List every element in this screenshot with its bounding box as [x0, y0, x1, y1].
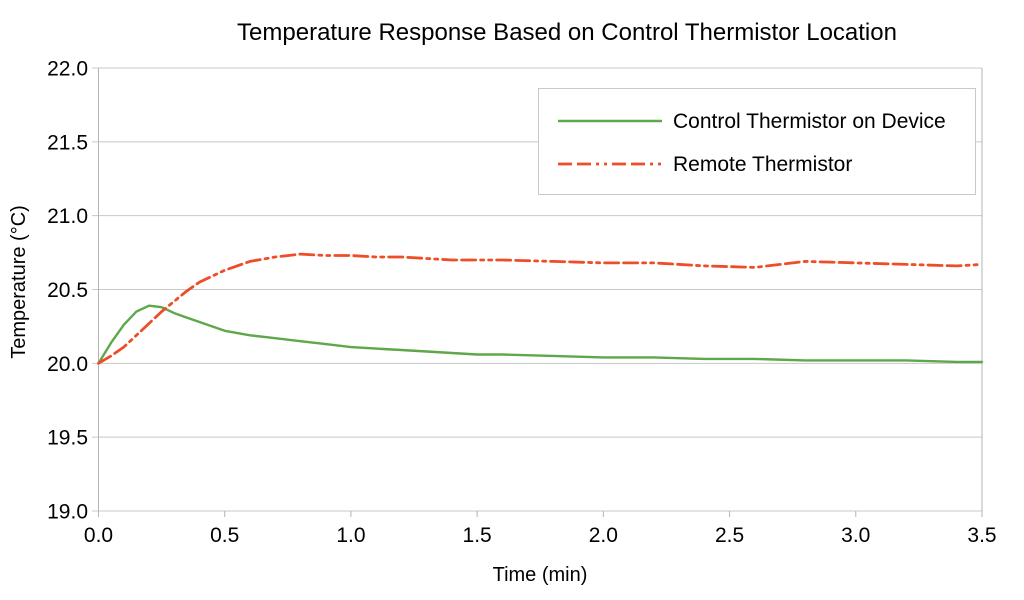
tick-label-layer: 19.0 19.5 20.0 20.5 21.0 21.5 22.0 0.0 0.5 1.0 1.5…: [47, 58, 996, 548]
x-tick-label: 2.0: [589, 524, 618, 547]
legend-label-remote-thermistor: Remote Thermistor: [673, 153, 852, 176]
y-tick-label: 20.5: [47, 279, 88, 302]
y-tick-label: 21.5: [47, 131, 88, 154]
y-axis-title: Temperature (°C): [8, 205, 30, 359]
y-tick-label: 21.0: [47, 205, 88, 228]
x-tick-label: 3.5: [967, 524, 996, 547]
axis-layer: [98, 68, 983, 517]
x-axis-title: Time (min): [493, 564, 588, 586]
y-tick-label: 19.5: [47, 427, 88, 450]
x-tick-label: 0.0: [84, 524, 113, 547]
x-tick-label: 0.5: [210, 524, 239, 547]
chart-title: Temperature Response Based on Control Th…: [237, 19, 897, 46]
x-tick-label: 2.5: [715, 524, 744, 547]
grid-layer: [92, 67, 982, 512]
x-tick-label: 3.0: [841, 524, 870, 547]
y-tick-label: 22.0: [47, 58, 88, 81]
legend-label-control-thermistor: Control Thermistor on Device: [673, 110, 946, 133]
x-tick-label: 1.0: [336, 524, 365, 547]
series-layer: [97, 252, 984, 365]
x-tick-label: 1.5: [463, 524, 492, 547]
y-tick-label: 20.0: [47, 353, 88, 376]
series-line-1: [97, 252, 984, 365]
series-line-0: [97, 304, 984, 365]
legend-box: [538, 88, 976, 195]
y-tick-label: 19.0: [47, 501, 88, 524]
legend: Control Thermistor on Device Remote Ther…: [538, 88, 976, 195]
